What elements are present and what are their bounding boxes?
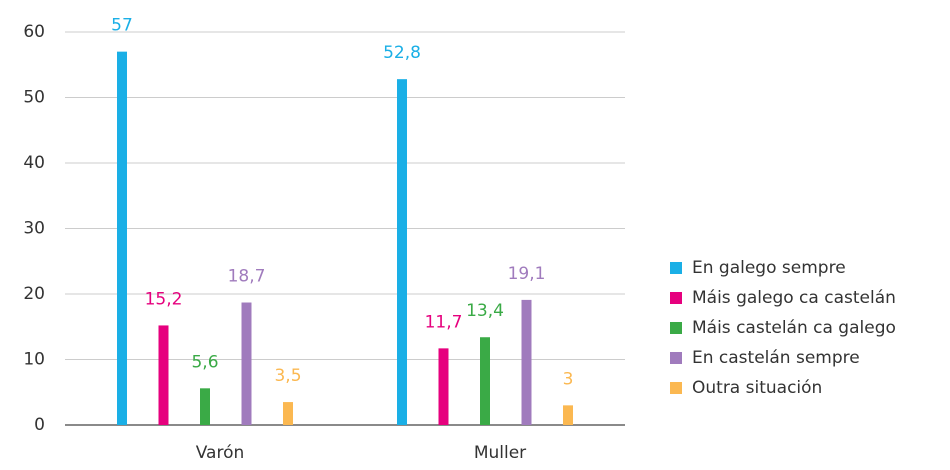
legend-swatch: [670, 352, 682, 364]
bar: [438, 348, 449, 425]
bar: [158, 325, 169, 425]
data-label: 57: [111, 16, 133, 36]
y-tick-label: 40: [23, 153, 45, 173]
bar: [563, 405, 573, 425]
data-label: 19,1: [508, 264, 546, 284]
bar: [117, 51, 127, 426]
bar: [200, 388, 210, 425]
bar: [241, 302, 252, 425]
y-tick-label: 20: [23, 284, 45, 304]
legend-label: Outra situación: [692, 378, 822, 398]
bar: [480, 337, 490, 425]
data-label: 3: [563, 369, 574, 389]
data-label: 5,6: [191, 352, 218, 372]
legend-label: Máis castelán ca galego: [692, 318, 896, 338]
legend-swatch: [670, 322, 682, 334]
legend-swatch: [670, 382, 682, 394]
data-label: 18,7: [228, 267, 266, 287]
x-tick-label: Varón: [196, 443, 245, 463]
data-label: 13,4: [466, 301, 504, 321]
bar: [397, 79, 407, 425]
legend-swatch: [670, 262, 682, 274]
data-label: 3,5: [274, 366, 301, 386]
x-tick-label: Muller: [474, 443, 526, 463]
y-tick-label: 60: [23, 22, 45, 42]
y-tick-label: 10: [23, 350, 45, 370]
bar: [521, 299, 532, 425]
y-tick-label: 30: [23, 219, 45, 239]
legend-label: Máis galego ca castelán: [692, 288, 896, 308]
legend-label: En galego sempre: [692, 258, 846, 278]
y-tick-label: 50: [23, 88, 45, 108]
bar: [283, 402, 293, 425]
data-label: 52,8: [383, 43, 421, 63]
data-label: 15,2: [145, 289, 183, 309]
y-tick-label: 0: [34, 415, 45, 435]
legend-swatch: [670, 292, 682, 304]
legend-label: En castelán sempre: [692, 348, 860, 368]
data-label: 11,7: [425, 312, 463, 332]
